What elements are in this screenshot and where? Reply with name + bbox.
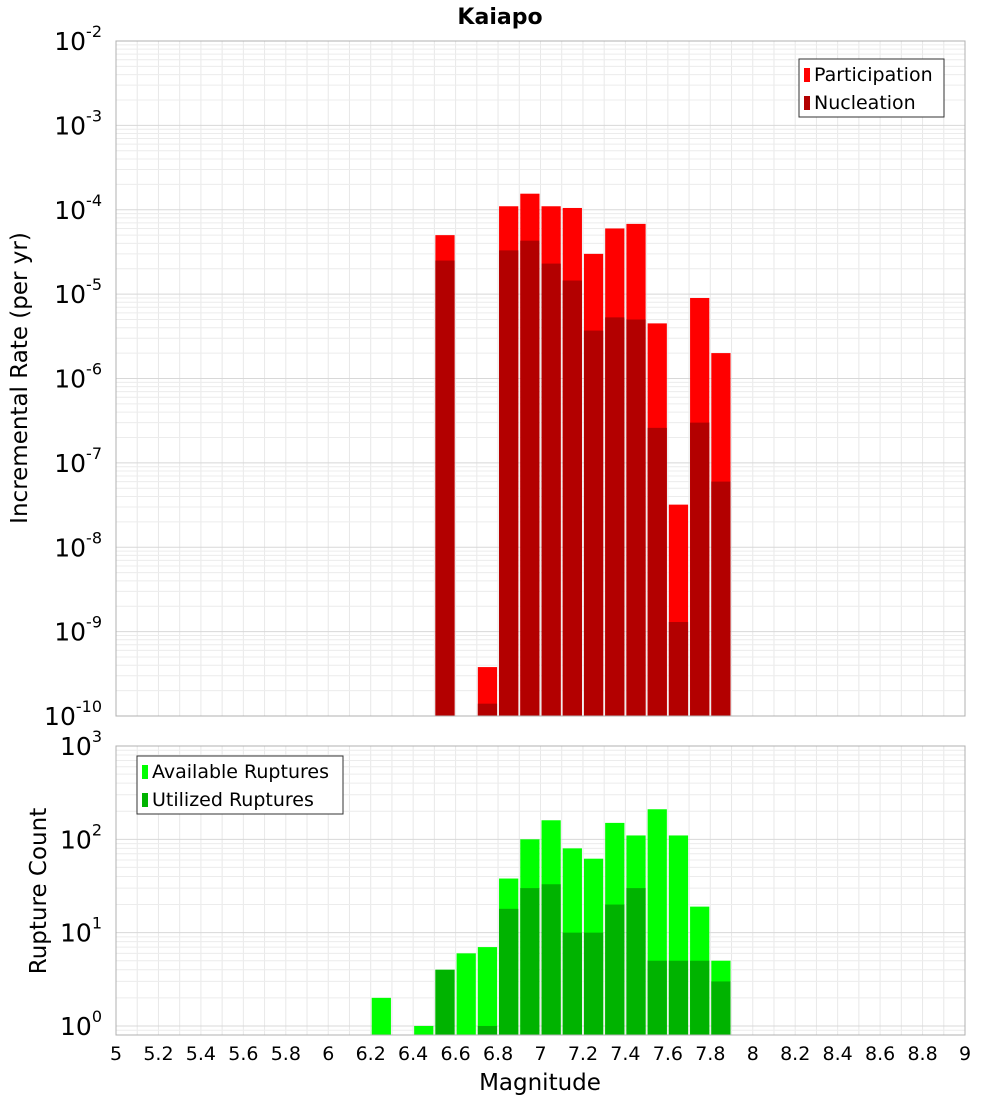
bar-nucleation	[541, 263, 561, 716]
x-tick-label: 9	[959, 1043, 971, 1065]
bar-utilized-ruptures	[605, 904, 625, 1035]
y-tick-label: 102	[60, 820, 102, 854]
legend-swatch	[142, 765, 148, 779]
x-tick-label: 5.8	[271, 1043, 301, 1065]
x-axis-label: Magnitude	[479, 1070, 601, 1096]
x-tick-label: 8.8	[907, 1043, 937, 1065]
y-tick-label: 10-7	[54, 444, 102, 478]
x-tick-label: 8.6	[865, 1043, 895, 1065]
x-tick-label: 5.4	[186, 1043, 216, 1065]
bar-utilized-ruptures	[499, 908, 519, 1035]
bar-available-ruptures	[414, 1025, 434, 1035]
legend-label: Nucleation	[814, 92, 916, 114]
bar-utilized-ruptures	[668, 960, 689, 1035]
bar-utilized-ruptures	[562, 932, 582, 1035]
top-panel-bars	[435, 193, 731, 717]
bar-nucleation	[435, 260, 455, 716]
bar-utilized-ruptures	[541, 884, 561, 1035]
x-tick-label: 6	[322, 1043, 334, 1065]
y-tick-label: 10-3	[54, 106, 102, 140]
x-tick-label: 6.6	[440, 1043, 470, 1065]
bar-utilized-ruptures	[520, 888, 540, 1035]
x-tick-label: 7.2	[568, 1043, 598, 1065]
chart-title: Kaiapo	[457, 5, 542, 30]
bar-nucleation	[499, 250, 519, 717]
bar-utilized-ruptures	[711, 981, 731, 1035]
bar-available-ruptures	[371, 997, 391, 1035]
y-tick-label: 10-4	[54, 191, 102, 225]
x-tick-label: 7.8	[695, 1043, 725, 1065]
x-tick-label: 7.6	[653, 1043, 683, 1065]
bar-utilized-ruptures	[626, 888, 646, 1035]
bar-nucleation	[626, 319, 646, 716]
top-panel-frame	[115, 40, 966, 717]
legend-swatch	[804, 96, 810, 110]
x-tick-label: 6.4	[398, 1043, 428, 1065]
top-y-axis-label: Incremental Rate (per yr)	[7, 232, 33, 524]
top-y-tick-labels: 10-10 10-9 10-8 10-7 10-6 10-5 10-4 10-3 10-2	[44, 22, 102, 731]
legend-label: Utilized Ruptures	[152, 789, 314, 811]
x-tick-label: 5.6	[228, 1043, 258, 1065]
bar-available-ruptures	[477, 947, 498, 1035]
bottom-panel-frame	[115, 745, 966, 1036]
bottom-y-tick-labels: 100 101 102 103	[60, 727, 102, 1041]
x-tick-label: 8	[747, 1043, 759, 1065]
legend-box	[136, 755, 344, 815]
y-tick-label: 10-9	[54, 613, 102, 647]
bar-nucleation	[647, 427, 667, 716]
bar-available-ruptures	[456, 953, 476, 1035]
bar-utilized-ruptures	[647, 960, 667, 1035]
legend-box	[798, 58, 945, 118]
legend-swatch	[804, 68, 810, 82]
x-tick-label: 8.2	[780, 1043, 810, 1065]
x-tick-label: 7	[534, 1043, 546, 1065]
y-tick-label: 10-10	[44, 697, 102, 731]
x-tick-label: 7.4	[610, 1043, 640, 1065]
bar-utilized-ruptures	[583, 932, 604, 1035]
x-tick-label: 6.2	[356, 1043, 386, 1065]
bar-utilized-ruptures	[477, 1025, 498, 1035]
bar-utilized-ruptures	[690, 960, 710, 1035]
legend-label: Available Ruptures	[152, 761, 329, 783]
x-tick-labels: 5 5.2 5.4 5.6 5.8 6 6.2 6.4 6.6 6.8 7 7.2 7.4 7.6 7.8 8…	[110, 1043, 971, 1065]
x-tick-label: 5	[110, 1043, 122, 1065]
x-tick-label: 8.4	[823, 1043, 853, 1065]
y-tick-label: 103	[60, 727, 102, 761]
bottom-legend: Available Ruptures Utilized Ruptures	[136, 755, 344, 815]
bar-nucleation	[668, 622, 689, 716]
y-tick-label: 100	[60, 1007, 102, 1041]
top-panel-grid	[115, 40, 966, 717]
bar-nucleation	[605, 317, 625, 716]
y-tick-label: 10-2	[54, 22, 102, 56]
y-tick-label: 10-5	[54, 275, 102, 309]
legend-swatch	[142, 793, 148, 807]
bottom-y-axis-label: Rupture Count	[26, 808, 52, 974]
y-tick-label: 10-6	[54, 360, 102, 394]
x-tick-label: 5.2	[143, 1043, 173, 1065]
legend-label: Participation	[814, 64, 933, 86]
y-tick-label: 101	[60, 914, 102, 948]
bar-utilized-ruptures	[435, 969, 455, 1035]
bar-nucleation	[583, 330, 604, 716]
bar-nucleation	[690, 422, 710, 716]
bar-nucleation	[562, 280, 582, 716]
top-legend: Participation Nucleation	[798, 58, 945, 118]
bar-nucleation	[711, 481, 731, 716]
y-tick-label: 10-8	[54, 528, 102, 562]
bar-nucleation	[520, 240, 540, 717]
bar-nucleation	[477, 703, 498, 716]
bottom-panel-bars	[371, 809, 731, 1035]
x-tick-label: 6.8	[483, 1043, 513, 1065]
